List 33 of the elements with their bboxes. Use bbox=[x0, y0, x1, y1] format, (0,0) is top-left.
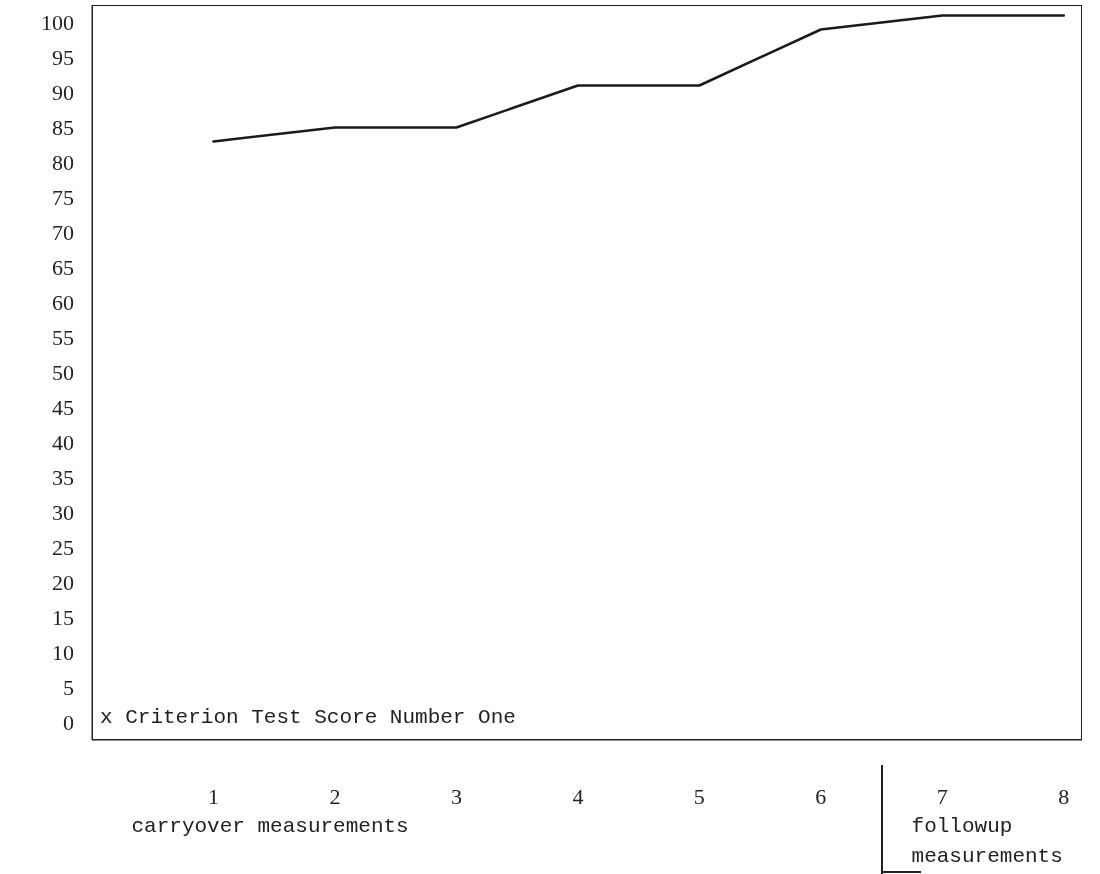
y-tick-label: 15 bbox=[52, 605, 74, 631]
text: carryover measurements bbox=[131, 815, 409, 838]
y-tick-label: 10 bbox=[52, 640, 74, 666]
y-tick-label: 85 bbox=[52, 115, 74, 141]
y-tick-label: 100 bbox=[41, 10, 74, 36]
y-tick-label: 95 bbox=[52, 45, 74, 71]
y-tick-label: 20 bbox=[52, 570, 74, 596]
y-tick-label: 70 bbox=[52, 220, 74, 246]
y-tick-label: 35 bbox=[52, 465, 74, 491]
y-tick-label: 60 bbox=[52, 290, 74, 316]
y-tick-label: 5 bbox=[63, 675, 74, 701]
y-tick-label: 40 bbox=[52, 430, 74, 456]
x-tick-label: 3 bbox=[450, 783, 462, 809]
x-tick-label: 6 bbox=[815, 783, 827, 809]
line-series bbox=[212, 14, 1066, 143]
y-tick-label: 80 bbox=[52, 150, 74, 176]
y-tick-label: 25 bbox=[52, 535, 74, 561]
x-tick-label: 8 bbox=[1058, 783, 1070, 809]
y-tick-label: 75 bbox=[52, 185, 74, 211]
x-tick-label: 4 bbox=[572, 783, 584, 809]
x-tick-label: 5 bbox=[693, 783, 705, 809]
text: followup measurements bbox=[911, 814, 1064, 870]
y-tick-label: 45 bbox=[52, 395, 74, 421]
y-tick-label: 50 bbox=[52, 360, 74, 386]
x-tick-label: 1 bbox=[207, 783, 219, 809]
y-tick-label: 0 bbox=[63, 710, 74, 736]
x-tick-label: 7 bbox=[936, 783, 948, 809]
y-tick-label: 55 bbox=[52, 325, 74, 351]
annotation: x Criterion Test Score Number One bbox=[100, 706, 516, 729]
x-tick-label: 2 bbox=[329, 783, 341, 809]
y-tick-label: 90 bbox=[52, 80, 74, 106]
y-tick-label: 30 bbox=[52, 500, 74, 526]
y-tick-label: 65 bbox=[52, 255, 74, 281]
